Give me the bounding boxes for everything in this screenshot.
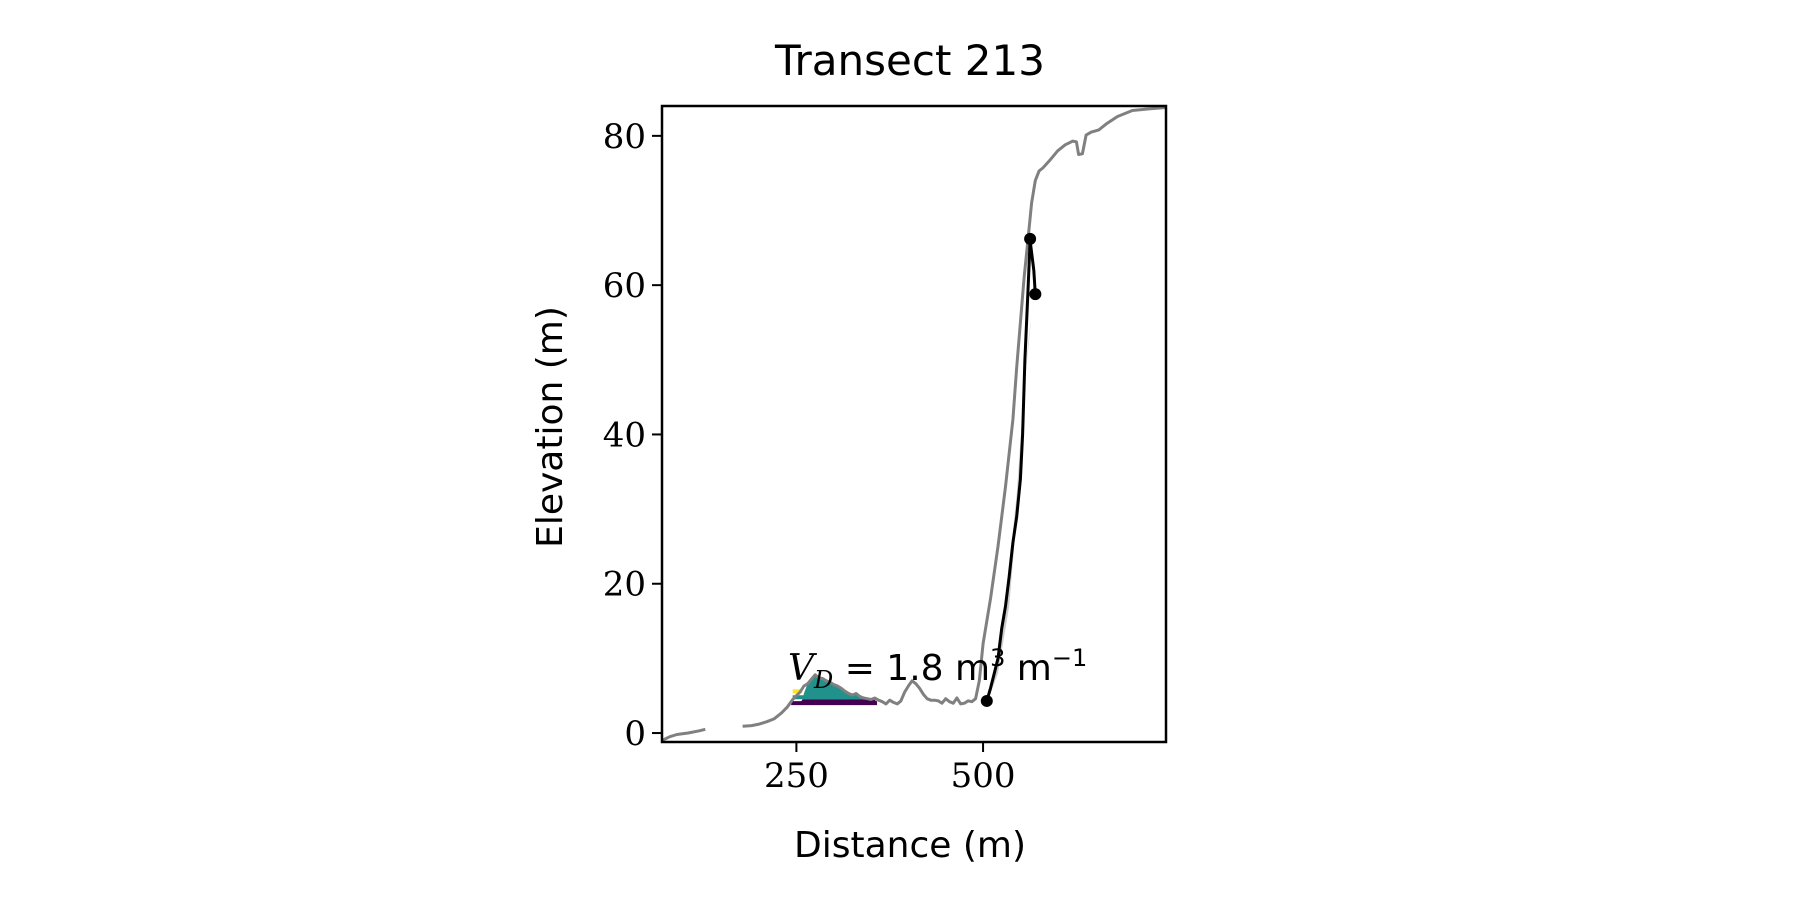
y-tick-label-0: 0 xyxy=(624,714,646,754)
cliff-marker-0 xyxy=(980,694,993,707)
annotation-value: = 1.8 m xyxy=(833,648,990,689)
plot-area xyxy=(662,106,1166,742)
y-axis-label: Elevation (m) xyxy=(530,306,571,548)
profile-line-segment-1 xyxy=(742,106,1166,728)
cliff-marker-2 xyxy=(1029,288,1042,301)
annotation-sup-3: 3 xyxy=(990,644,1005,672)
annotation-subscript: D xyxy=(813,666,833,694)
axis-ticks: 250 500 0 20 40 60 80 xyxy=(603,117,1016,796)
y-tick-label-2: 40 xyxy=(603,415,646,455)
y-tick-label-3: 60 xyxy=(603,266,646,306)
x-tick-label-0: 250 xyxy=(764,756,829,796)
chart-title: Transect 213 xyxy=(774,36,1045,85)
cliff-marker-1 xyxy=(1024,232,1037,245)
axes-frame xyxy=(660,104,1168,744)
annotation-v: V xyxy=(788,648,818,689)
profile-line-segment-0 xyxy=(662,727,706,742)
y-tick-label-4: 80 xyxy=(603,117,646,157)
x-tick-label-1: 500 xyxy=(951,756,1016,796)
y-tick-label-1: 20 xyxy=(603,565,646,605)
x-axis-label: Distance (m) xyxy=(794,825,1026,866)
cliff-area-fill xyxy=(986,255,1040,704)
annotation-sup-neg1: −1 xyxy=(1052,644,1087,672)
annotation-per-m: m xyxy=(1005,648,1052,689)
volume-annotation: VD = 1.8 m3 m−1 xyxy=(788,644,1087,694)
cliff-profile-line xyxy=(985,238,1037,702)
